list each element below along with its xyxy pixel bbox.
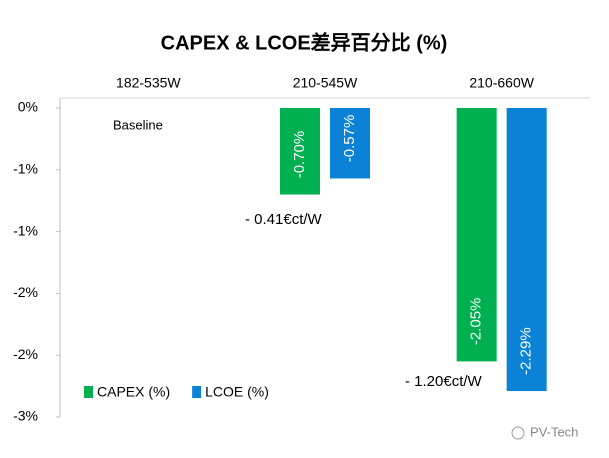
y-tick-label: -1% — [13, 161, 38, 177]
annotation: Baseline — [113, 117, 163, 132]
watermark: PV-Tech — [530, 424, 578, 439]
chart-title: CAPEX & LCOE差异百分比 (%) — [161, 30, 448, 54]
watermark-icon — [511, 426, 525, 440]
legend-swatch — [192, 386, 202, 398]
x-tick-label: 210-545W — [293, 75, 358, 91]
y-tick-label: 0% — [18, 99, 38, 115]
value-label: -2.29% — [518, 327, 535, 375]
y-tick-label: -2% — [13, 284, 38, 300]
y-tick-label: -2% — [13, 346, 38, 362]
bar — [506, 108, 547, 392]
bar — [280, 108, 320, 195]
y-tick-label: -3% — [13, 408, 38, 424]
legend-swatch — [84, 386, 93, 398]
x-tick-label: 210-660W — [469, 75, 534, 91]
legend-label: CAPEX (%) — [97, 384, 170, 400]
annotation: - 1.20€ct/W — [405, 373, 483, 390]
bar — [330, 108, 370, 179]
y-tick-label: -1% — [13, 222, 38, 238]
x-tick-label: 182-535W — [116, 75, 181, 91]
legend-label: LCOE (%) — [205, 384, 269, 400]
annotation: - 0.41€ct/W — [245, 211, 323, 228]
value-label: -0.57% — [341, 115, 358, 163]
value-label: -0.70% — [291, 131, 308, 179]
bar — [456, 108, 497, 362]
value-label: -2.05% — [468, 298, 485, 346]
